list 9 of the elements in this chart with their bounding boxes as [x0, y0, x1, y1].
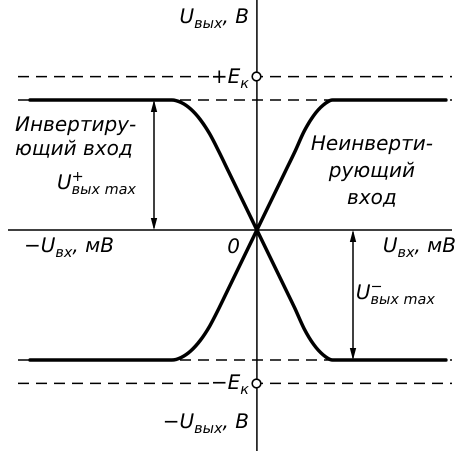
annotation: 0 [227, 234, 240, 258]
x-axis-title: U$_{вх}$, мВ [382, 233, 456, 261]
series-label: Неинверти- рующий вход [310, 130, 433, 211]
ref-line-label: +E$_{к}$ [210, 64, 249, 92]
series-label: Инвертиру- ющий вход [15, 112, 136, 160]
y-axis-title: U$_{вых}$, В [179, 4, 249, 32]
text: −U$_{вых}$, В [162, 409, 249, 437]
annotation: −U$_{вх}$, мВ [24, 233, 114, 261]
ref-line-label: −E$_{к}$ [210, 370, 249, 398]
